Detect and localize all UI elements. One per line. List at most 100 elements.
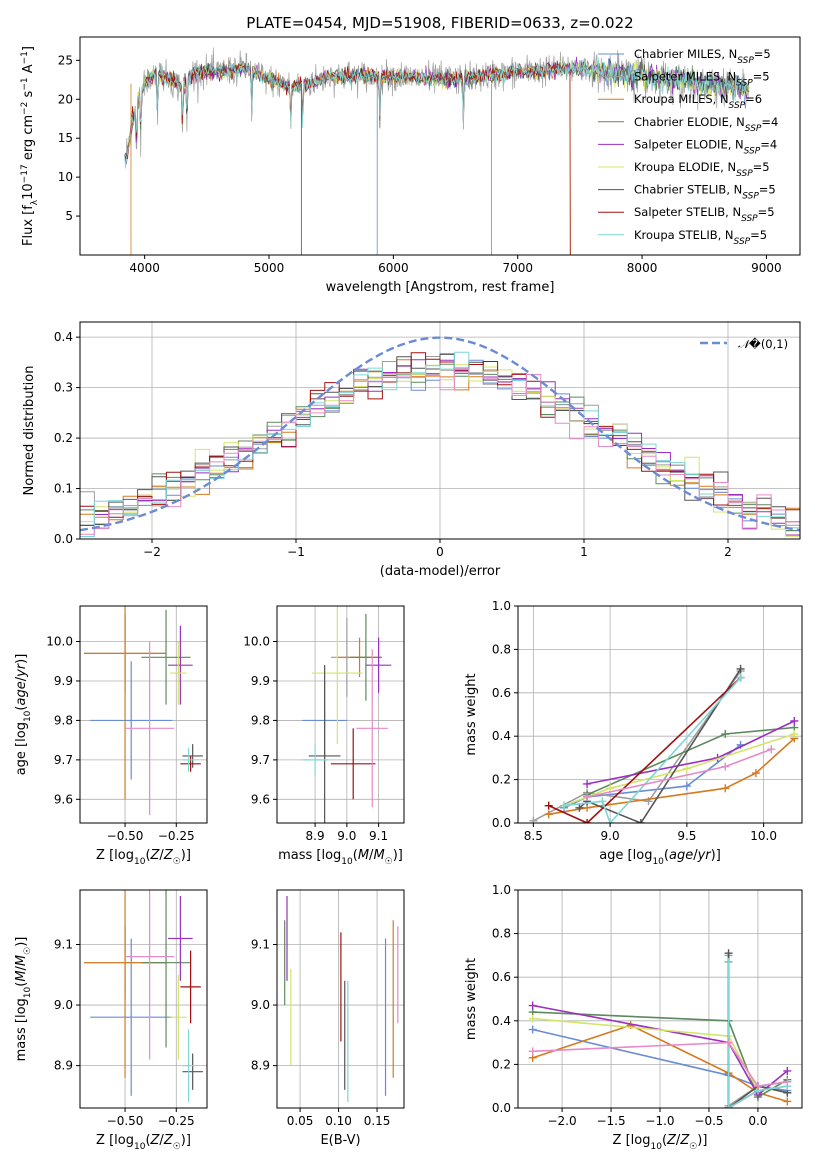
grid-lines	[277, 606, 404, 823]
y-tick-label: 10.0	[46, 635, 73, 649]
axes-frame	[276, 605, 405, 824]
series-line	[532, 1004, 788, 1097]
y-tick-label: 0.4	[492, 729, 511, 743]
data-point	[528, 1001, 537, 1010]
y-tick-label: 25	[58, 53, 73, 67]
legend: 𝒩�(0,1)	[700, 337, 788, 351]
y-tick-label: 0.8	[492, 927, 511, 941]
data-point	[529, 816, 538, 823]
y-tick-label: 9.6	[251, 792, 270, 806]
x-axis-label: (data-model)/error	[380, 564, 501, 579]
series	[544, 734, 799, 819]
plot-area	[528, 949, 792, 1108]
errorbar-point	[330, 728, 376, 800]
residual-histogram-panel: −2 −1 0 1 2 0.0 0.1 0.2 0.3 0.4 (data-model)/error…	[22, 321, 801, 579]
x-tick-label: −2	[143, 545, 161, 559]
legend-entry: Kroupa STELIB, NSSP=5	[634, 228, 767, 247]
x-tick-label: 10.0	[750, 829, 777, 843]
x-axis-label: mass [log10(M/M☉)]	[278, 848, 403, 867]
x-tick-label: −2.0	[547, 1114, 576, 1128]
x-tick-label: 2	[724, 545, 732, 559]
data-point	[544, 810, 553, 819]
series-line	[563, 744, 742, 809]
plot-area	[84, 890, 203, 1102]
y-tick-label: 1.0	[492, 883, 511, 897]
y-tick-label: 0.0	[54, 532, 73, 546]
x-axis-label: age [log10(age/yr)]	[599, 848, 721, 867]
y-axis-label: mass [log10(M/M☉)]	[14, 937, 33, 1062]
y-tick-label: 9.1	[251, 938, 270, 952]
y-tick-label: 8.9	[54, 1059, 73, 1073]
data-point	[721, 762, 730, 771]
series	[560, 730, 799, 810]
y-tick-label: 0.4	[54, 330, 73, 344]
legend-entry: Salpeter MILES, NSSP=5	[634, 70, 770, 89]
y-tick-label: 0.1	[54, 482, 73, 496]
data-point	[528, 1047, 537, 1056]
x-tick-label: 5000	[254, 261, 285, 275]
y-tick-label: 9.7	[54, 753, 73, 767]
gaussian-curve	[80, 336, 800, 532]
y-axis-label: Normed distribution	[22, 366, 37, 496]
series	[583, 717, 799, 788]
x-axis-label: E(B-V)	[320, 1133, 360, 1148]
series-line	[532, 1041, 788, 1088]
x-tick-label: 0.10	[325, 1114, 352, 1128]
errorbar-point	[182, 748, 195, 772]
x-tick-label: −0.5	[694, 1114, 723, 1128]
data-point	[583, 779, 592, 788]
data-point	[783, 1066, 792, 1075]
massweight-vs-age-panel: 8.5 9.0 9.5 10.0 0.0 0.2 0.4 0.6 0.8 1.0 age [log1…	[464, 599, 803, 867]
spectrum-line	[124, 60, 571, 255]
errorbar-point	[168, 625, 193, 705]
y-tick-label: 0.8	[492, 642, 511, 656]
data-point	[528, 1014, 537, 1023]
y-tick-label: 5	[65, 209, 73, 223]
spectrum-line	[124, 62, 571, 255]
data-point	[724, 1104, 733, 1108]
data-point	[636, 819, 645, 823]
histogram-step	[80, 351, 800, 537]
axes-frame	[517, 605, 803, 824]
data-point	[790, 717, 799, 726]
errorbar-point	[302, 744, 328, 776]
y-tick-label: 0.6	[492, 970, 511, 984]
data-point	[721, 784, 730, 793]
x-tick-label: 1	[580, 545, 588, 559]
errorbar-point	[308, 665, 341, 823]
x-axis-label: Z [log10(Z/Z☉)]	[96, 1133, 191, 1152]
histogram-step	[80, 368, 800, 535]
x-axis-label: wavelength [Angstrom, rest frame]	[326, 280, 555, 295]
data-point	[783, 1077, 792, 1086]
series-line	[578, 668, 742, 823]
data-point	[783, 1097, 792, 1106]
series-line	[548, 677, 742, 823]
age-vs-metallicity-panel: −0.50 −0.25 9.6 9.7 9.8 9.9 10.0 Z [log10(Z/Z☉)…	[14, 605, 208, 867]
x-tick-label: 9.0	[601, 829, 620, 843]
errorbar-point	[168, 896, 193, 981]
series-line	[586, 748, 772, 798]
errorbar-point	[180, 950, 201, 1024]
grid-lines	[80, 606, 207, 823]
x-tick-label: 8.5	[524, 829, 543, 843]
errorbar-point	[84, 606, 167, 800]
series	[583, 745, 776, 801]
y-tick-label: 0.4	[492, 1014, 511, 1028]
y-tick-label: 9.7	[251, 753, 270, 767]
errorbar-point	[170, 641, 187, 705]
data-point	[736, 673, 745, 682]
data-point	[528, 1025, 537, 1034]
y-tick-label: 9.8	[251, 713, 270, 727]
x-tick-label: 6000	[378, 261, 409, 275]
data-point	[753, 1082, 762, 1091]
data-point	[575, 803, 584, 812]
series-line	[586, 726, 795, 796]
grid-lines	[518, 605, 802, 824]
data-point	[751, 769, 760, 778]
plot-area	[529, 664, 799, 823]
x-tick-label: 4000	[129, 261, 160, 275]
y-tick-label: 0.0	[492, 816, 511, 830]
x-tick-label: 7000	[502, 261, 533, 275]
legend-entry: Chabrier ELODIE, NSSP=4	[634, 115, 778, 134]
legend-entry: Kroupa MILES, NSSP=6	[634, 92, 762, 111]
